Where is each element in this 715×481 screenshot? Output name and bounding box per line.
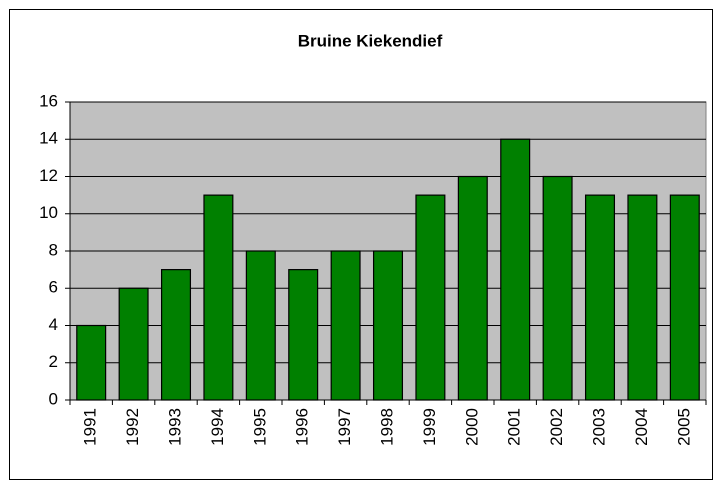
bar — [500, 138, 531, 401]
y-tick-label: 10 — [39, 203, 58, 222]
x-tick-label: 2004 — [632, 408, 651, 446]
bar — [627, 194, 658, 401]
x-tick-label: 1999 — [420, 408, 439, 446]
bar — [372, 250, 404, 401]
bar — [76, 324, 107, 401]
x-tick-label: 1993 — [165, 408, 184, 446]
bar — [669, 194, 700, 401]
y-tick-label: 16 — [39, 91, 58, 110]
bar — [245, 250, 276, 401]
y-tick-label: 14 — [39, 129, 58, 148]
x-tick-label: 1992 — [123, 408, 142, 446]
bar — [288, 269, 319, 401]
x-tick-label: 2001 — [505, 408, 524, 446]
y-tick-label: 8 — [49, 240, 58, 259]
x-tick-label: 1998 — [377, 408, 396, 446]
bar — [542, 175, 573, 401]
y-tick-label: 12 — [39, 166, 58, 185]
x-tick-label: 1996 — [293, 408, 312, 446]
x-tick-label: 2005 — [674, 408, 693, 446]
bar — [118, 287, 149, 401]
y-tick-label: 6 — [49, 278, 58, 297]
bar — [203, 194, 234, 401]
x-tick-label: 1994 — [208, 408, 227, 446]
x-tick-label: 1991 — [81, 408, 100, 446]
bar — [584, 194, 616, 401]
bar — [330, 250, 361, 401]
x-tick-label: 1995 — [250, 408, 269, 446]
x-tick-label: 2000 — [462, 408, 481, 446]
x-tick-label: 1997 — [335, 408, 354, 446]
y-tick-label: 0 — [49, 389, 58, 408]
y-tick-label: 4 — [49, 315, 58, 334]
x-tick-label: 2002 — [547, 408, 566, 446]
x-tick-label: 2003 — [589, 408, 608, 446]
bar — [160, 269, 192, 401]
bar — [457, 175, 488, 401]
bar — [415, 194, 446, 401]
y-tick-label: 2 — [49, 352, 58, 371]
chart-title: Bruine Kiekendief — [298, 31, 443, 50]
